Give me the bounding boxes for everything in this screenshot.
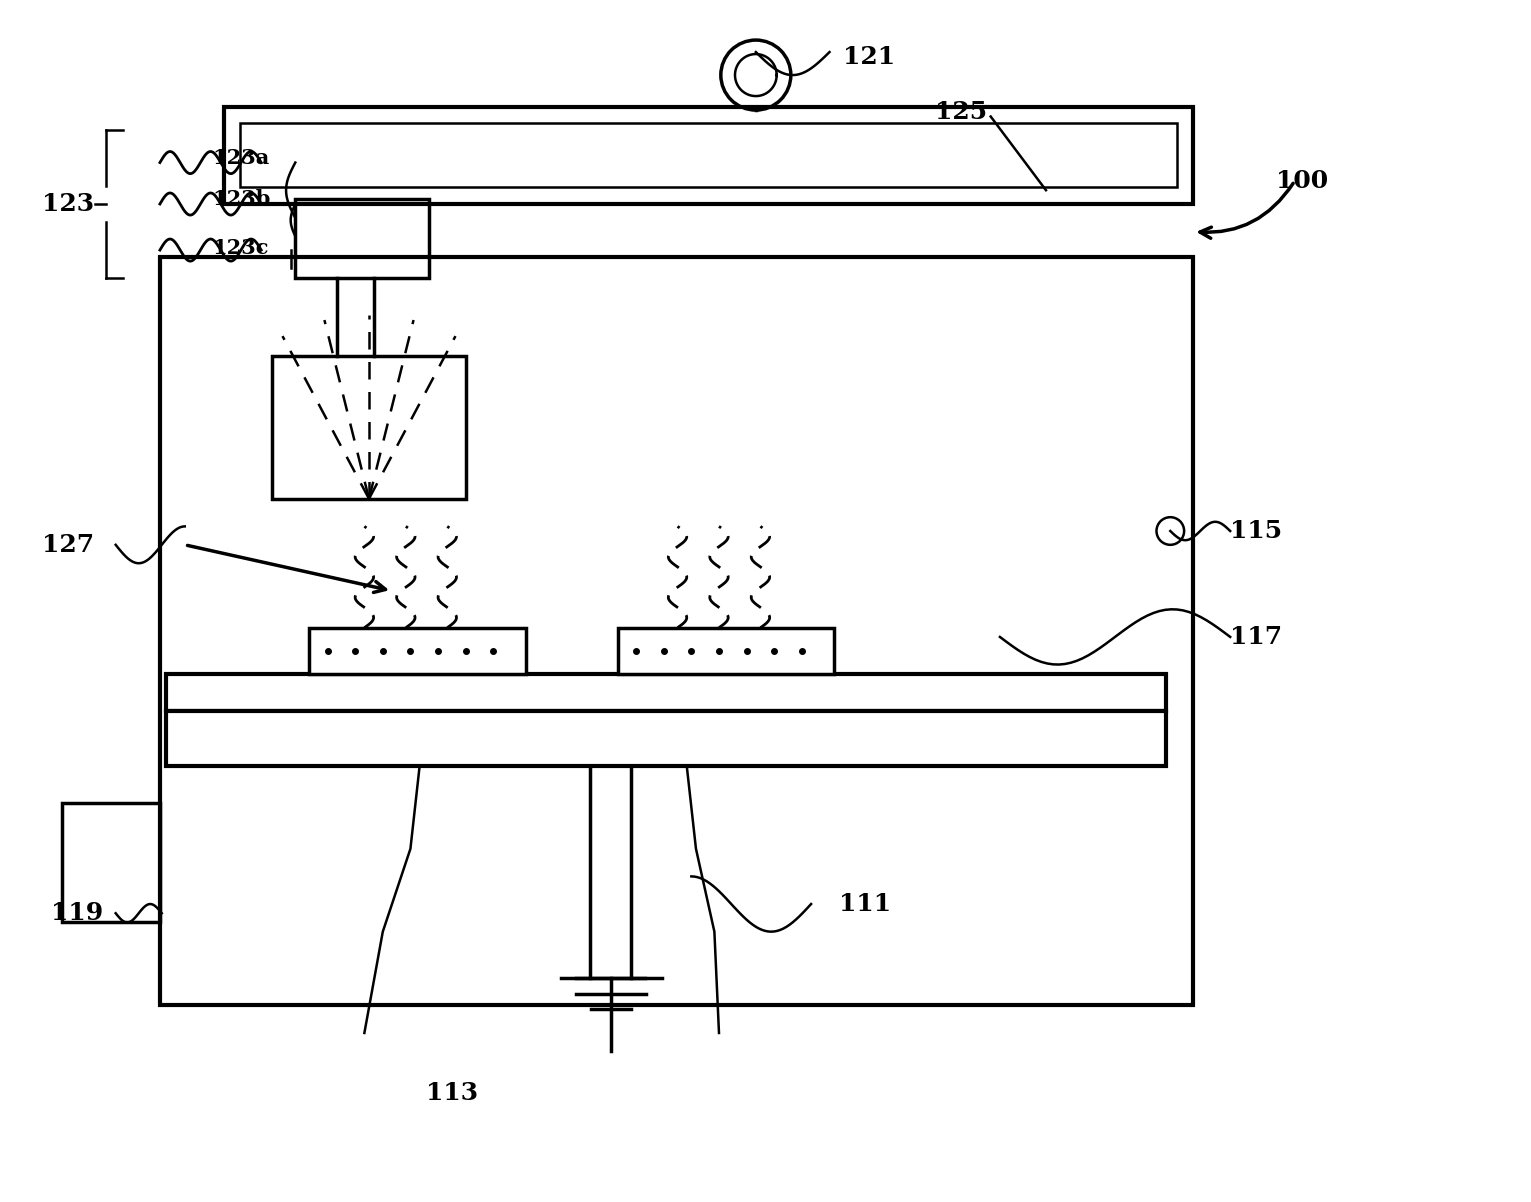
Text: 119: 119 [51, 902, 104, 926]
Text: 123c: 123c [213, 238, 269, 258]
Text: 127: 127 [41, 532, 93, 557]
Bar [167, 674, 1165, 710]
Text: 113: 113 [426, 1081, 478, 1105]
Text: 115: 115 [1231, 519, 1283, 543]
Bar [617, 627, 834, 674]
Text: 100: 100 [1277, 169, 1329, 194]
Bar [63, 803, 159, 922]
Text: 123: 123 [41, 192, 93, 216]
Bar [273, 356, 465, 499]
Text: 123b: 123b [213, 190, 271, 209]
Bar [159, 257, 1193, 1005]
Bar [167, 710, 1165, 766]
Bar [295, 200, 429, 278]
Text: 117: 117 [1231, 625, 1283, 649]
Text: 125: 125 [935, 100, 987, 124]
Bar [225, 107, 1193, 204]
Bar [309, 627, 525, 674]
Text: 123a: 123a [213, 148, 269, 168]
Bar [240, 123, 1177, 188]
Text: 121: 121 [844, 44, 896, 69]
Text: 111: 111 [839, 892, 891, 916]
